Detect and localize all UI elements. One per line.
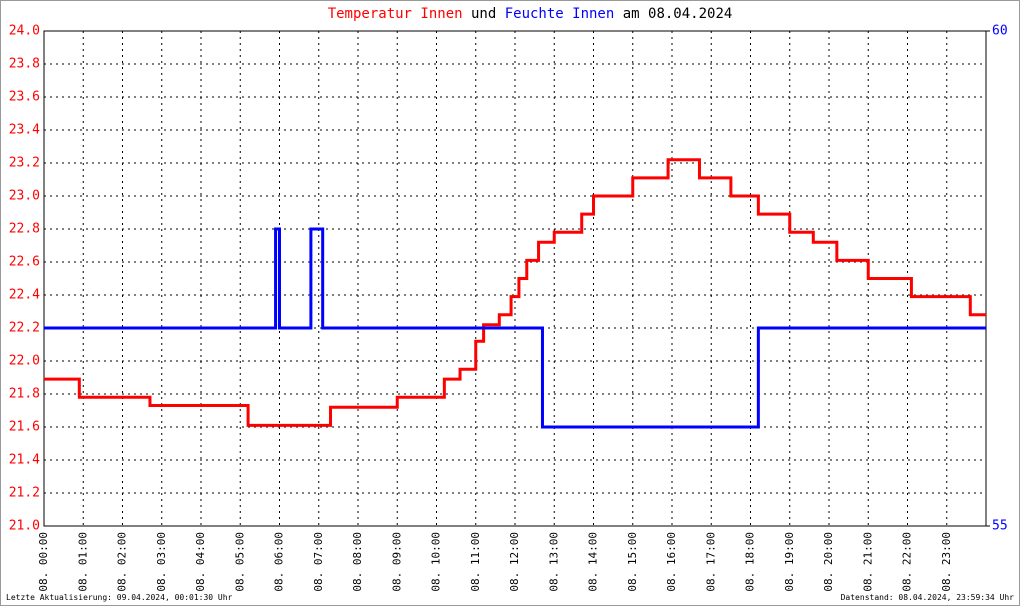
title-part: Temperatur Innen [328,6,463,22]
y-tick-label: 21.2 [9,486,40,501]
x-tick-label: 08. 17:00 [704,532,717,592]
footer-left: Letzte Aktualisierung: 09.04.2024, 00:01… [6,593,233,602]
x-tick-label: 08. 18:00 [744,532,757,592]
chart-title: Temperatur Innen und Feuchte Innen am 08… [328,6,733,22]
y-tick-label: 22.6 [9,255,40,270]
y2-tick-label: 55 [992,519,1008,534]
y-tick-label: 21.6 [9,420,40,435]
x-tick-label: 08. 20:00 [822,532,835,592]
x-tick-label: 08. 23:00 [940,532,953,592]
x-tick-label: 08. 02:00 [116,532,129,592]
y-tick-label: 23.2 [9,156,40,171]
x-tick-label: 08. 10:00 [430,532,443,592]
y-tick-label: 21.8 [9,387,40,402]
y-tick-label: 22.0 [9,354,40,369]
y-tick-label: 23.4 [9,123,40,138]
x-tick-label: 08. 15:00 [626,532,639,592]
x-tick-label: 08. 06:00 [273,532,286,592]
title-part: und [471,6,496,22]
y-tick-label: 21.0 [9,519,40,534]
x-tick-label: 08. 12:00 [508,532,521,592]
x-tick-label: 08. 01:00 [76,532,89,592]
x-tick-label: 08. 14:00 [587,532,600,592]
y-tick-label: 22.2 [9,321,40,336]
plot-frame [43,30,987,527]
y-tick-label: 22.8 [9,222,40,237]
y2-tick-label: 60 [992,24,1008,39]
x-tick-label: 08. 08:00 [351,532,364,592]
y-tick-label: 23.0 [9,189,40,204]
data-line [44,227,986,429]
y-tick-label: 23.8 [9,57,40,72]
x-tick-label: 08. 22:00 [901,532,914,592]
x-tick-label: 08. 00:00 [37,532,50,592]
x-tick-label: 08. 03:00 [155,532,168,592]
x-tick-label: 08. 13:00 [547,532,560,592]
y-tick-label: 24.0 [9,24,40,39]
x-tick-label: 08. 11:00 [469,532,482,592]
y-tick-label: 21.4 [9,453,40,468]
title-part: am 08.04.2024 [623,6,733,22]
x-tick-label: 08. 21:00 [861,532,874,592]
title-part: Feuchte Innen [505,6,615,22]
x-tick-label: 08. 07:00 [312,532,325,592]
x-tick-label: 08. 05:00 [233,532,246,592]
x-tick-label: 08. 19:00 [783,532,796,592]
x-tick-label: 08. 04:00 [194,532,207,592]
y-tick-label: 23.6 [9,90,40,105]
y-tick-label: 22.4 [9,288,40,303]
footer-right: Datenstand: 08.04.2024, 23:59:34 Uhr [841,593,1015,602]
x-tick-label: 08. 16:00 [665,532,678,592]
x-tick-label: 08. 09:00 [390,532,403,592]
data-line [44,158,986,427]
